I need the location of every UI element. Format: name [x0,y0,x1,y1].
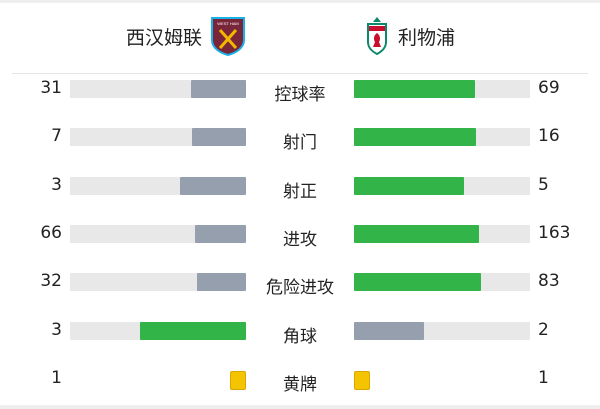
away-bar-fill [354,224,480,243]
stat-row: 32 危险进攻 83 [0,267,600,299]
home-team-name: 西汉姆联 [125,26,202,49]
home-bar-fill [195,224,246,243]
svg-text:WEST HAM: WEST HAM [217,21,238,26]
stat-row: 66 进攻 163 [0,219,600,250]
home-bar-track [70,321,246,340]
away-bar-track [354,321,530,340]
home-bar-track [70,273,246,292]
stat-label: 危险进攻 [266,278,334,299]
bottom-divider [0,405,600,409]
home-team: 西汉姆联 WEST HAM [126,16,246,56]
stat-label: 角球 [283,326,317,347]
yellow-card-icon [230,370,246,390]
home-bar-track [70,80,246,98]
home-bar-fill [191,80,246,98]
away-value: 163 [538,222,571,243]
stat-row-cards: 1 黄牌 1 [0,364,600,395]
away-value: 1 [538,367,549,388]
away-team: 利物浦 [364,16,455,56]
west-ham-crest-icon: WEST HAM [211,17,245,56]
away-value: 5 [538,174,549,195]
home-value: 31 [40,78,62,98]
away-bar-fill [354,273,482,292]
away-bar-fill [354,128,477,147]
away-bar-track [354,176,530,195]
away-bar-track [354,80,530,98]
home-bar-track [70,128,246,147]
top-divider [0,0,600,3]
stat-row: 3 角球 2 [0,316,600,347]
stat-label: 进攻 [283,229,317,250]
home-bar-fill [192,128,246,147]
away-value: 69 [538,78,560,98]
home-bar-fill [197,273,246,292]
away-team-name: 利物浦 [398,26,456,49]
away-bar-track [354,273,530,292]
home-bar-fill [140,321,246,340]
away-bar-fill [354,321,425,340]
away-bar-track [354,128,530,147]
stat-label: 射门 [283,133,317,154]
away-value: 16 [538,126,560,147]
yellow-card-icon [354,370,370,390]
away-value: 83 [538,271,560,292]
home-bar-fill [180,176,246,195]
stat-row: 7 射门 16 [0,122,600,154]
stat-label: 射正 [283,181,317,202]
stat-row: 3 射正 5 [0,171,600,202]
home-value: 66 [40,222,62,243]
stat-label: 控球率 [274,85,326,105]
away-bar-track [354,224,530,243]
stat-label: 黄牌 [283,374,317,395]
home-bar-track [70,224,246,243]
home-value: 32 [40,271,62,292]
home-value: 3 [51,319,62,340]
header-divider [12,73,588,74]
home-bar-track [70,176,246,195]
away-bar-fill [354,80,476,98]
stat-row: 31 控球率 69 [0,74,600,105]
home-value: 1 [51,367,62,388]
liverpool-crest-icon [367,17,387,56]
home-value: 7 [51,126,62,147]
away-value: 2 [538,319,549,340]
away-bar-fill [354,176,464,195]
home-value: 3 [51,174,62,195]
